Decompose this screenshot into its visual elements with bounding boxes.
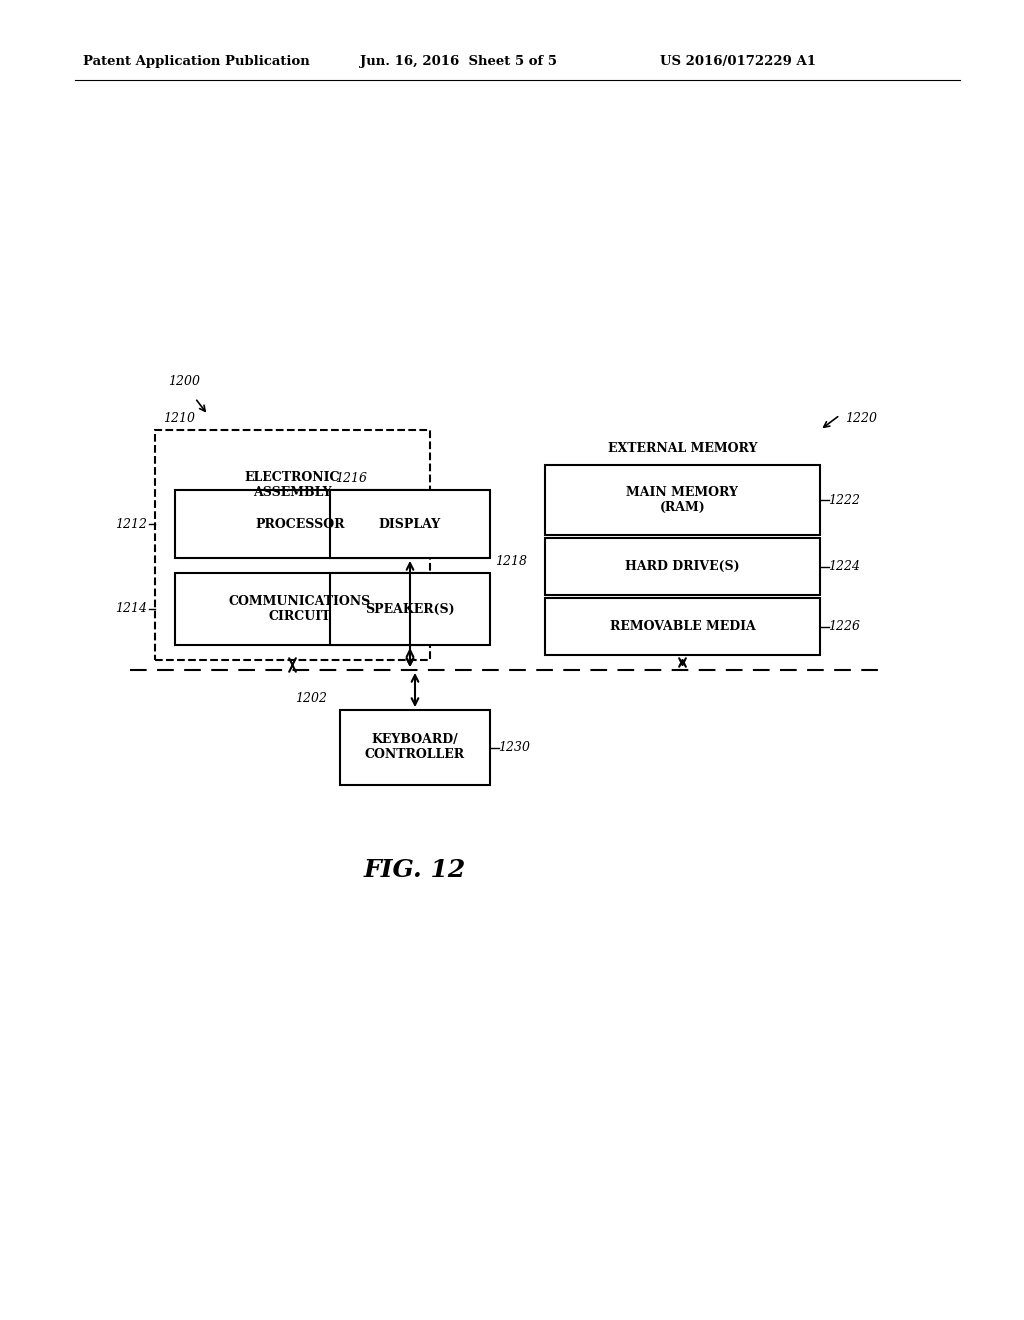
Text: 1230: 1230 bbox=[498, 741, 530, 754]
Text: REMOVABLE MEDIA: REMOVABLE MEDIA bbox=[609, 620, 756, 634]
Text: 1218: 1218 bbox=[495, 554, 527, 568]
Bar bbox=[340, 710, 490, 785]
Text: US 2016/0172229 A1: US 2016/0172229 A1 bbox=[660, 55, 816, 69]
Text: EXTERNAL MEMORY: EXTERNAL MEMORY bbox=[608, 441, 758, 454]
Text: 1226: 1226 bbox=[828, 620, 860, 634]
Bar bbox=[175, 573, 425, 645]
Text: 1210: 1210 bbox=[163, 412, 195, 425]
Text: Patent Application Publication: Patent Application Publication bbox=[83, 55, 309, 69]
Text: KEYBOARD/
CONTROLLER: KEYBOARD/ CONTROLLER bbox=[365, 734, 465, 762]
Bar bbox=[175, 490, 425, 558]
Text: 1220: 1220 bbox=[845, 412, 877, 425]
Text: 1216: 1216 bbox=[335, 473, 367, 484]
Bar bbox=[545, 539, 820, 595]
Text: 1224: 1224 bbox=[828, 560, 860, 573]
Text: 1202: 1202 bbox=[295, 692, 327, 705]
Text: 1222: 1222 bbox=[828, 494, 860, 507]
Bar bbox=[330, 490, 490, 558]
Text: SPEAKER(S): SPEAKER(S) bbox=[366, 602, 455, 615]
Bar bbox=[330, 573, 490, 645]
Text: FIG. 12: FIG. 12 bbox=[364, 858, 466, 882]
Text: MAIN MEMORY
(RAM): MAIN MEMORY (RAM) bbox=[627, 486, 738, 513]
Bar bbox=[545, 598, 820, 655]
Text: 1200: 1200 bbox=[168, 375, 200, 388]
Bar bbox=[155, 430, 430, 660]
Text: Jun. 16, 2016  Sheet 5 of 5: Jun. 16, 2016 Sheet 5 of 5 bbox=[360, 55, 557, 69]
Text: 1212: 1212 bbox=[115, 517, 147, 531]
Text: DISPLAY: DISPLAY bbox=[379, 517, 441, 531]
Text: HARD DRIVE(S): HARD DRIVE(S) bbox=[626, 560, 739, 573]
Text: ELECTRONIC
ASSEMBLY: ELECTRONIC ASSEMBLY bbox=[245, 471, 340, 499]
Bar bbox=[545, 465, 820, 535]
Text: PROCESSOR: PROCESSOR bbox=[255, 517, 345, 531]
Text: COMMUNICATIONS
CIRCUIT: COMMUNICATIONS CIRCUIT bbox=[229, 595, 371, 623]
Text: 1214: 1214 bbox=[115, 602, 147, 615]
